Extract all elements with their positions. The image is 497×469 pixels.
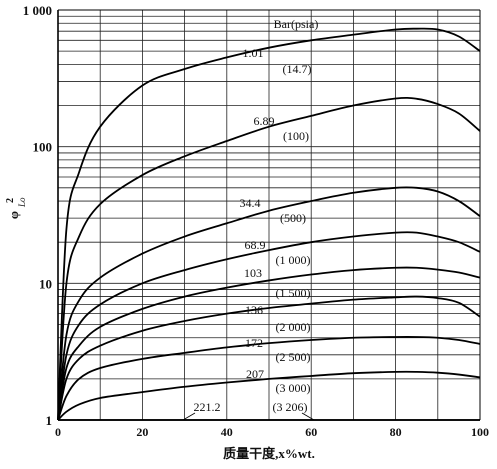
series-pressure-bar: 1.01 (243, 46, 264, 60)
label-leader-line (301, 412, 315, 421)
series-pressure-psia: (2 000) (276, 320, 311, 334)
series-line (57, 96, 481, 421)
series-pressure-bar: 136 (245, 303, 263, 317)
series-line (57, 231, 481, 421)
y-axis-label: φ (6, 211, 21, 219)
y-tick-label: 100 (33, 140, 53, 155)
series-line (57, 27, 481, 421)
annotation-header: Bar(psia) (274, 17, 319, 31)
series-pressure-bar: 221.2 (194, 400, 221, 414)
x-axis-label: 质量干度,x%wt. (223, 446, 315, 461)
label-leader-line (182, 412, 196, 421)
series-pressure-psia: (2 500) (276, 350, 311, 364)
grid-lines (57, 9, 481, 421)
series-pressure-psia: (100) (283, 129, 309, 143)
y-tick-label: 10 (39, 276, 52, 291)
x-tick-label: 60 (305, 425, 317, 439)
series-pressure-psia: (14.7) (283, 62, 312, 76)
series-pressure-psia: (3 000) (276, 381, 311, 395)
series-line (57, 186, 481, 421)
series-line (57, 370, 481, 421)
x-tick-label: 0 (55, 425, 61, 439)
x-tick-label: 80 (390, 425, 402, 439)
y-axis-label-sub: Lo (17, 197, 27, 208)
y-axis-label-sup: 2 (5, 198, 16, 203)
axes: 1 10 100 1 000 0 20 40 60 80 100 质量干度,x%wt. φ 2 Lo (5, 3, 489, 461)
series-line (57, 335, 481, 421)
series-line (57, 266, 481, 421)
x-tick-label: 100 (471, 425, 489, 439)
series-labels: Bar(psia) 1.01 (14.7) 6.89 (100) 34.4 (500) 68.… (182, 17, 319, 421)
series-pressure-psia: (1 500) (276, 286, 311, 300)
series-pressure-bar: 6.89 (254, 114, 275, 128)
series-pressure-psia: (3 206) (273, 400, 308, 414)
y-tick-label: 1 (46, 413, 53, 428)
series-pressure-bar: 172 (245, 336, 263, 350)
series-pressure-bar: 34.4 (240, 196, 261, 210)
series-pressure-psia: (1 000) (276, 253, 311, 267)
series-line (57, 295, 481, 421)
y-tick-label: 1 000 (23, 3, 52, 18)
series-pressure-bar: 103 (244, 266, 262, 280)
x-tick-label: 20 (136, 425, 148, 439)
x-tick-label: 40 (221, 425, 233, 439)
series-pressure-bar: 68.9 (245, 238, 266, 252)
series-pressure-bar: 207 (246, 367, 264, 381)
series-pressure-psia: (500) (280, 211, 306, 225)
